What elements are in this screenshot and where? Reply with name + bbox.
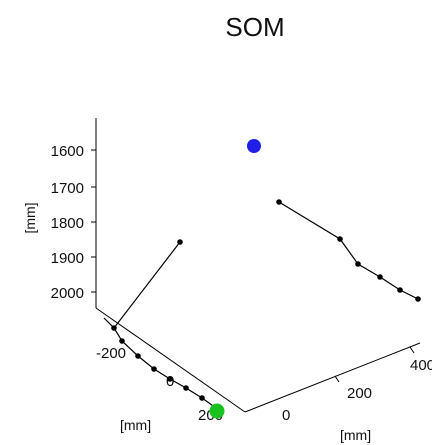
z-tick-label: 2000	[51, 285, 84, 302]
x-axis-label: [mm]	[120, 417, 151, 433]
data-point	[337, 236, 343, 242]
left-base-axis-line	[95, 307, 246, 413]
z-tick-label: 1600	[51, 143, 84, 160]
data-point	[177, 239, 183, 245]
data-point	[415, 296, 421, 302]
y-tick-label: 200	[347, 385, 372, 402]
data-point	[111, 325, 117, 331]
y-tick-label: 0	[282, 407, 290, 424]
left-arm-line	[113, 241, 181, 329]
x-tick-label: -200	[96, 345, 126, 362]
data-point	[135, 353, 141, 359]
chart-title: SOM	[225, 12, 284, 42]
data-point	[119, 338, 125, 344]
skeleton-lines	[103, 201, 419, 409]
y-tick-label: 400	[410, 357, 432, 374]
z-axis-label: [mm]	[22, 202, 38, 233]
y-axis-label: [mm]	[340, 427, 371, 443]
data-point	[199, 395, 205, 401]
data-point	[377, 274, 383, 280]
bottom-chain-line	[103, 317, 217, 409]
data-point	[355, 261, 361, 267]
data-point	[151, 366, 157, 372]
z-axis-ticks	[91, 149, 96, 293]
joint-points	[111, 199, 421, 401]
blue-marker	[247, 139, 261, 153]
z-tick-label: 1700	[51, 180, 84, 197]
axis-frame	[95, 118, 421, 413]
data-point	[167, 376, 173, 382]
y-axis-ticks	[334, 346, 415, 383]
green-marker	[209, 403, 225, 419]
right-base-axis-line	[244, 342, 421, 413]
z-tick-label: 1800	[51, 215, 84, 232]
z-tick-label: 1900	[51, 250, 84, 267]
data-point	[183, 385, 189, 391]
data-point	[397, 287, 403, 293]
right-chain-line	[278, 201, 419, 300]
data-point	[276, 199, 282, 205]
